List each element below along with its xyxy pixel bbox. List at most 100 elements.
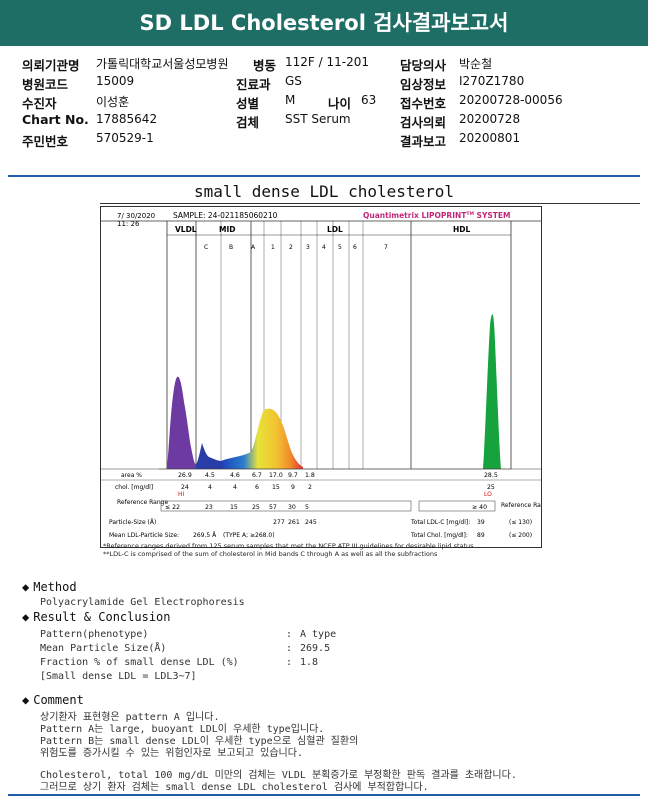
divider xyxy=(8,175,640,177)
vldl-flag: HI xyxy=(178,491,185,498)
chart-time: 11: 26 xyxy=(117,220,140,228)
hdl-peak xyxy=(483,314,501,469)
diamond-icon: ◆ xyxy=(22,580,30,594)
ward-value: 112F / 11-201 xyxy=(285,55,369,69)
footnote: *Reference ranges derived from 125 serum… xyxy=(103,542,474,550)
mean-label: Mean LDL-Particle Size: xyxy=(109,532,179,539)
ref-value: 57 xyxy=(269,504,277,511)
rrn-label: 주민번호 xyxy=(22,134,69,149)
total-chol-value: 89 xyxy=(477,532,485,539)
group-label-mid: MID xyxy=(219,225,235,234)
particle-value: 245 xyxy=(305,519,317,526)
request-value: 20200728 xyxy=(459,112,521,126)
receipt-label: 접수번호 xyxy=(400,96,447,111)
band-label: 2 xyxy=(289,244,293,251)
band-label: 4 xyxy=(322,244,326,251)
result-colon: : xyxy=(286,657,293,668)
age-label: 나이 xyxy=(328,96,352,111)
report-date-value: 20200801 xyxy=(459,131,521,145)
dept-label: 진료과 xyxy=(236,77,271,92)
area-value: 9.7 xyxy=(288,472,298,479)
pattern-value: A type xyxy=(300,629,337,640)
band-label: 6 xyxy=(353,244,357,251)
total-chol-label: Total Chol. [mg/dl]: xyxy=(410,532,468,539)
comment-line: Pattern A는 large, buoyant LDL이 우세한 type입… xyxy=(40,724,325,735)
sd-fraction-value: 1.8 xyxy=(300,657,319,668)
ref-value: ≤ 22 xyxy=(165,504,180,511)
ward-label: 병동 xyxy=(253,58,277,73)
area-value: 1.8 xyxy=(305,472,315,479)
electrophoresis-peaks xyxy=(167,314,501,469)
divider xyxy=(100,203,640,204)
method-heading: ◆ Method xyxy=(22,580,77,594)
sex-value: M xyxy=(285,93,296,107)
code-label: 병원코드 xyxy=(22,77,69,92)
area-value: 4.5 xyxy=(205,472,215,479)
ref-value: 25 xyxy=(252,504,260,511)
chart-no-value: 17885642 xyxy=(96,112,158,126)
divider xyxy=(8,794,640,796)
vldl-peak xyxy=(167,376,196,469)
comment-heading-text: Comment xyxy=(33,693,84,707)
total-ldl-value: 39 xyxy=(477,519,485,526)
method-text: Polyacrylamide Gel Electrophoresis xyxy=(40,597,245,608)
area-value: 26.9 xyxy=(178,472,192,479)
ref-label: Reference Range xyxy=(117,499,168,506)
doctor-label: 담당의사 xyxy=(400,58,447,73)
band-label: 1 xyxy=(271,244,275,251)
rrn-value: 570529-1 xyxy=(96,131,154,145)
report-date-label: 결과보고 xyxy=(400,134,447,149)
band-guides: VLDL MID LDL HDL C B A 1 2 3 4 5 6 7 xyxy=(166,221,512,469)
receipt-value: 20200728-00056 xyxy=(459,93,563,107)
ref-box-hdl xyxy=(418,500,496,512)
patient-label: 수진자 xyxy=(22,96,57,111)
dept-value: GS xyxy=(285,74,302,88)
sex-label: 성별 xyxy=(236,96,260,111)
result-heading-text: Result & Conclusion xyxy=(33,610,171,624)
comment-heading: ◆ Comment xyxy=(22,693,84,707)
code-value: 15009 xyxy=(96,74,135,88)
particle-value: 261 xyxy=(288,519,300,526)
area-value: 17.0 xyxy=(269,472,283,479)
comment-line: 위험도를 증가시킬 수 있는 위험인자로 보고되고 있습니다. xyxy=(40,748,303,759)
lipoprint-chart: 7/ 30/2020 11: 26 SAMPLE: 24-02118506021… xyxy=(100,206,552,548)
total-chol-ref: (≤ 200) xyxy=(509,532,532,539)
area-value: 6.7 xyxy=(252,472,262,479)
chart-table: area % 26.9 4.5 4.6 6.7 17.0 9.7 1.8 28.5 chol. [… xyxy=(101,468,552,539)
result-colon: : xyxy=(286,629,293,640)
total-ldl-label: Total LDL-C [mg/dl]: xyxy=(410,519,470,526)
chol-value: 2 xyxy=(308,484,312,491)
age-value: 63 xyxy=(361,93,377,107)
particle-label: Particle-Size (Å) xyxy=(109,519,156,526)
vendor-suffix: SYSTEM xyxy=(474,211,511,220)
hospital-label: 의뢰기관명 xyxy=(22,58,80,73)
mean-type: (TYPE A; ≥268.0) xyxy=(223,532,275,539)
area-value: 4.6 xyxy=(230,472,240,479)
area-label: area % xyxy=(121,472,142,479)
diamond-icon: ◆ xyxy=(22,693,30,707)
chol-value: 6 xyxy=(255,484,259,491)
chart-title: small dense LDL cholesterol xyxy=(193,182,455,201)
ref-value: 23 xyxy=(205,504,213,511)
diamond-icon: ◆ xyxy=(22,610,30,624)
mean-size-value: 269.5 xyxy=(300,643,331,654)
report-title: SD LDL Cholesterol 검사결과보고서 xyxy=(0,0,648,46)
comment-line: Pattern B는 small dense LDL이 우세한 type으로 심… xyxy=(40,736,359,747)
clinical-label: 임상정보 xyxy=(400,77,447,92)
chart-sample: SAMPLE: 24-021185060210 xyxy=(173,211,278,220)
hdl-flag: LO xyxy=(484,491,492,498)
ref-value: 5 xyxy=(305,504,309,511)
hospital-value: 가톨릭대학교서울성모병원 xyxy=(96,57,229,71)
comment-line: Cholesterol, total 100 mg/dL 미만의 검체는 VLD… xyxy=(40,770,517,781)
right-ref-label: Reference Range xyxy=(501,502,541,509)
total-ldl-ref: (≤ 130) xyxy=(509,519,532,526)
chol-value: 9 xyxy=(291,484,295,491)
vendor-tm: TM xyxy=(466,211,474,217)
particle-value: 277 xyxy=(273,519,285,526)
lipoprint-svg: 7/ 30/2020 11: 26 SAMPLE: 24-02118506021… xyxy=(101,211,552,539)
chol-value: 24 xyxy=(181,484,189,491)
band-label: A xyxy=(251,244,256,251)
band-label: 5 xyxy=(338,244,342,251)
result-label: Mean Particle Size(Å) xyxy=(40,643,167,654)
band-label: C xyxy=(204,244,208,251)
